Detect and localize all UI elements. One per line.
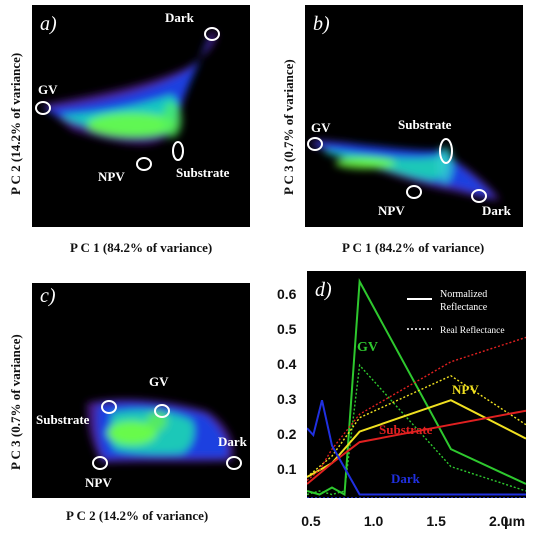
series-gv-dotted-line	[307, 363, 526, 496]
x-tick-label-d: 1.0	[363, 513, 384, 529]
x-tick-label-d: 0.5	[301, 513, 321, 529]
legend: Normalized Reflectance Real Reflectance	[407, 289, 505, 336]
endmember-label-npv-b: NPV	[378, 203, 405, 218]
endmember-markers-b	[307, 137, 487, 203]
density-cloud-b	[310, 140, 500, 200]
endmember-markers-c	[92, 400, 242, 470]
y-tick-label-d: 0.1	[277, 461, 297, 478]
y-tick-label-d: 0.3	[277, 391, 297, 408]
panel-label-c: c)	[40, 285, 56, 307]
density-cloud-a	[42, 30, 216, 145]
x-axis-label-c: P C 2 (14.2% of variance)	[66, 508, 209, 523]
series-gv-solid-line	[307, 278, 526, 497]
y-tick-label-d: 0.4	[277, 356, 297, 373]
series-label-dark: Dark	[391, 471, 421, 486]
line-panel-d: Normalized Reflectance Real Reflectance …	[307, 271, 526, 498]
series-npv-dotted-line	[307, 375, 526, 478]
legend-solid-line2: Reflectance	[440, 302, 488, 313]
series-label-npv: NPV	[452, 382, 479, 397]
series-label-substrate: Substrate	[379, 422, 433, 437]
scatter-panel-a: Dark GV NPV Substrate a)	[32, 5, 250, 227]
endmember-label-npv-c: NPV	[85, 475, 112, 490]
density-cloud-c	[87, 399, 234, 463]
scatter-b-svg: GV Substrate NPV Dark	[307, 117, 512, 218]
series-substrate-dotted-line	[307, 336, 526, 482]
panel-label-a: a)	[40, 13, 57, 35]
endmember-label-dark-a: Dark	[165, 10, 195, 25]
x-axis-label-b: P C 1 (84.2% of variance)	[342, 240, 485, 255]
legend-dotted: Real Reflectance	[440, 325, 505, 336]
endmember-label-dark-b: Dark	[482, 203, 512, 218]
scatter-a-svg: Dark GV NPV Substrate	[35, 10, 230, 184]
scatter-panel-c: GV Substrate NPV Dark c)	[32, 283, 250, 498]
panel-label-b: b)	[313, 13, 330, 35]
x-tick-label-d: 2.0	[488, 513, 509, 529]
scatter-panel-b: GV Substrate NPV Dark b)	[305, 5, 523, 227]
endmember-label-gv-b: GV	[311, 120, 331, 135]
y-tick-label-d: 0.2	[277, 426, 297, 443]
endmember-label-gv-c: GV	[149, 374, 169, 389]
scatter-c-svg: GV Substrate NPV Dark	[36, 374, 248, 490]
series-substrate-solid-line	[307, 409, 526, 485]
y-axis-label-c: P C 3 (0.7% of variance)	[8, 334, 23, 470]
endmember-label-gv-a: GV	[38, 82, 58, 97]
y-axis-label-b: P C 3 (0.7% of variance)	[281, 59, 296, 195]
x-axis-unit-d: μm	[504, 513, 526, 529]
line-chart-d: Normalized Reflectance Real Reflectance …	[307, 278, 526, 498]
endmember-label-npv-a: NPV	[98, 169, 125, 184]
y-tick-label-d: 0.6	[277, 286, 297, 303]
series-label-gv: GV	[357, 340, 378, 355]
legend-solid-line1: Normalized	[440, 289, 487, 300]
endmember-label-substrate-c: Substrate	[36, 412, 90, 427]
panel-label-d: d)	[315, 279, 332, 301]
x-axis-label-a: P C 1 (84.2% of variance)	[70, 240, 213, 255]
endmember-label-dark-c: Dark	[218, 434, 248, 449]
y-tick-label-d: 0.5	[277, 321, 297, 338]
endmember-markers-a	[35, 27, 220, 171]
x-tick-label-d: 1.5	[426, 513, 446, 529]
series-dark-solid-line	[307, 399, 526, 496]
endmember-label-substrate-b: Substrate	[398, 117, 452, 132]
endmember-label-substrate-a: Substrate	[176, 165, 230, 180]
y-axis-label-a: P C 2 (14.2% of variance)	[8, 52, 23, 195]
